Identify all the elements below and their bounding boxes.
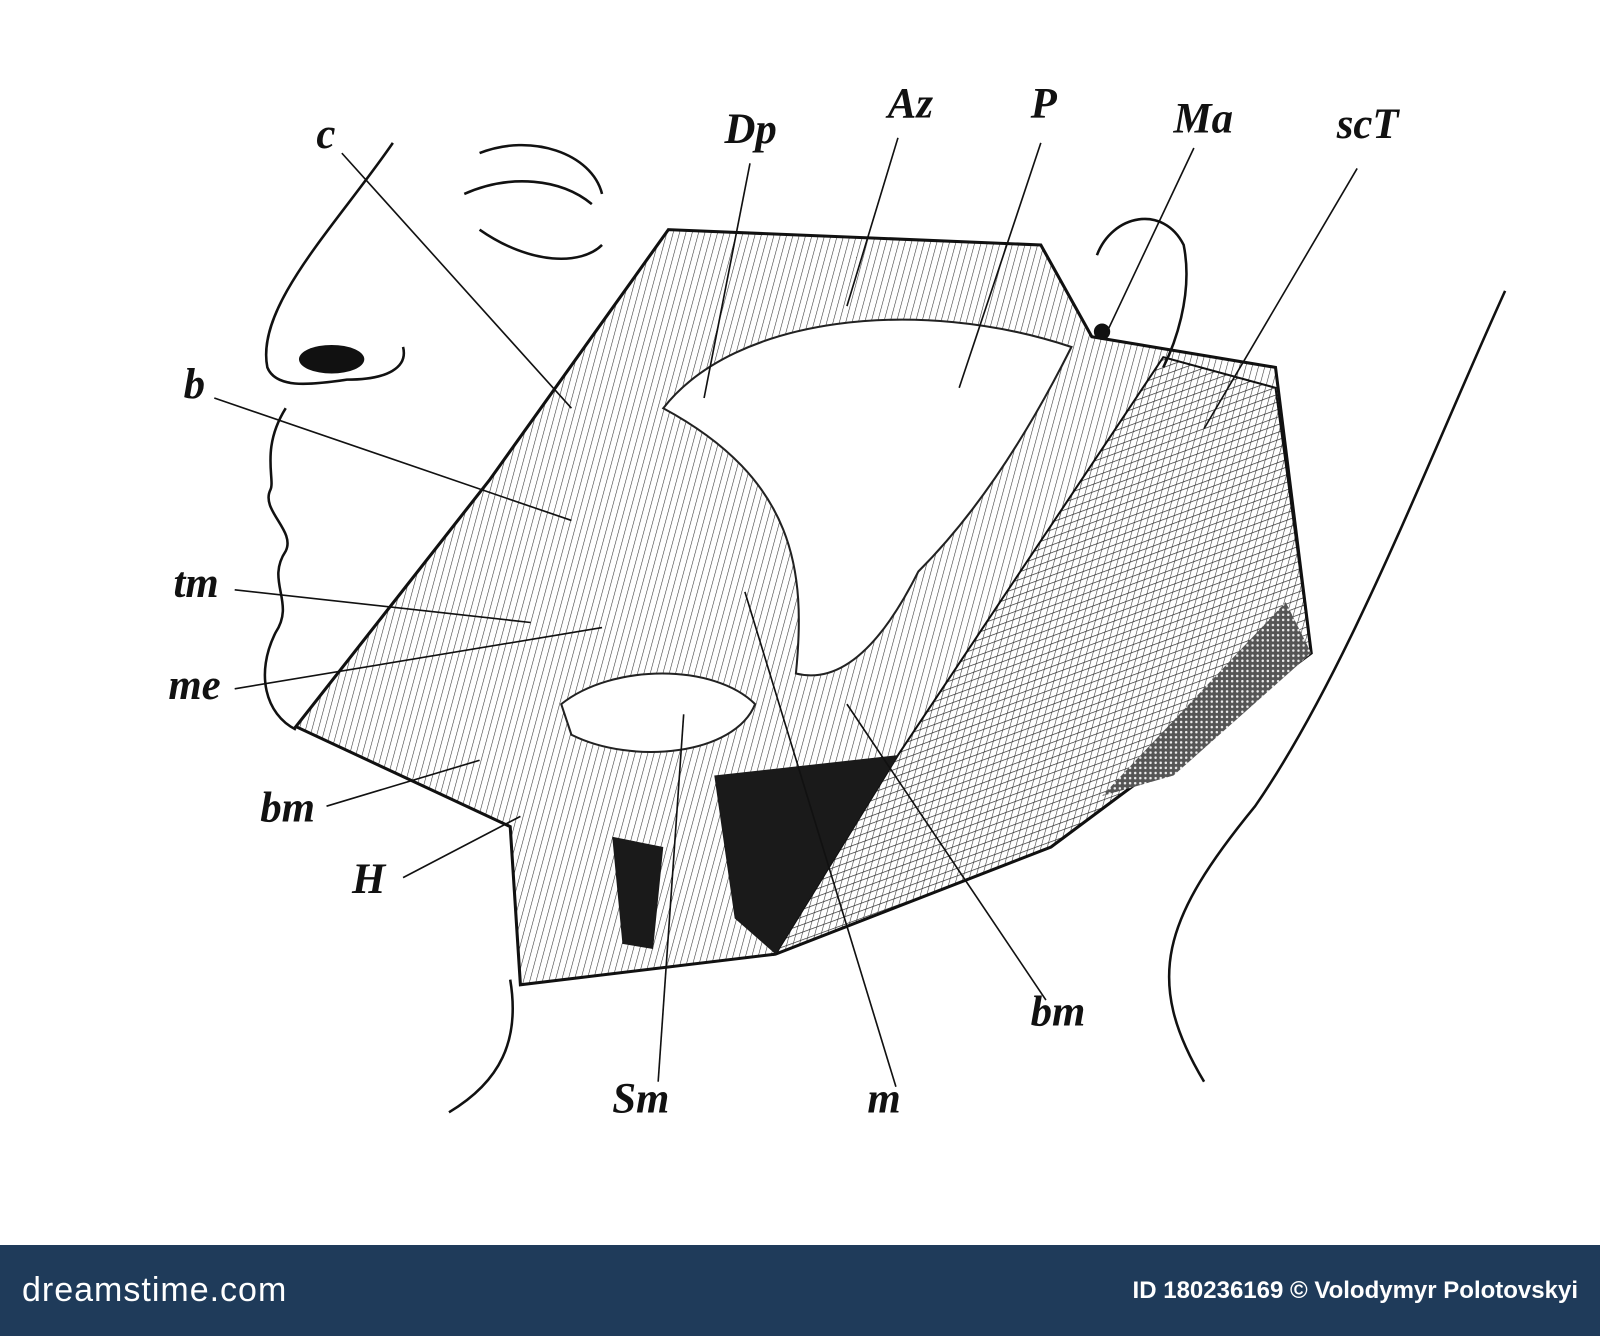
labels: c Dp Az P Ma scT b tm me bm H Sm m bm (168, 80, 1400, 1122)
leader-line (958, 142, 1042, 389)
anatomy-label: Dp (723, 106, 776, 153)
leader-line (402, 815, 521, 879)
leader-line (846, 703, 1047, 1001)
brand: dreamstime.com (22, 1271, 288, 1309)
leader-line (234, 626, 603, 690)
footer-bar: dreamstime.com ID 180236169 © Volodymyr … (0, 1245, 1600, 1336)
leader-line (214, 397, 572, 522)
anatomy-label: b (184, 361, 205, 408)
leader-line (703, 163, 751, 399)
anatomy-label: tm (173, 560, 218, 607)
leader-line (326, 759, 480, 807)
anatomy-label: bm (260, 784, 315, 831)
anatomy-label: P (1030, 80, 1058, 127)
anatomy-label: m (867, 1075, 900, 1122)
anatomy-label: H (351, 856, 387, 903)
illustration: c Dp Az P Ma scT b tm me bm H Sm m bm (168, 80, 1507, 1122)
leader-line (1106, 147, 1195, 333)
leader-line (657, 714, 685, 1082)
anatomy-label: scT (1336, 101, 1401, 148)
anatomy-label: me (168, 662, 220, 709)
anatomy-label: Sm (612, 1075, 669, 1122)
leader-line (744, 591, 897, 1088)
anatomy-label: c (316, 111, 335, 158)
anatomy-label: Ma (1172, 96, 1233, 143)
image-credit: ID 180236169 © Volodymyr Polotovskyi (1132, 1277, 1578, 1304)
leader-line (846, 137, 899, 307)
leader-line (1203, 168, 1358, 430)
anatomy-label: Az (885, 80, 934, 127)
dissection (293, 217, 1313, 987)
leader-line (234, 589, 531, 624)
anatomy-label: bm (1031, 989, 1086, 1036)
face-outline (263, 142, 1507, 1114)
leader-line (341, 152, 573, 409)
